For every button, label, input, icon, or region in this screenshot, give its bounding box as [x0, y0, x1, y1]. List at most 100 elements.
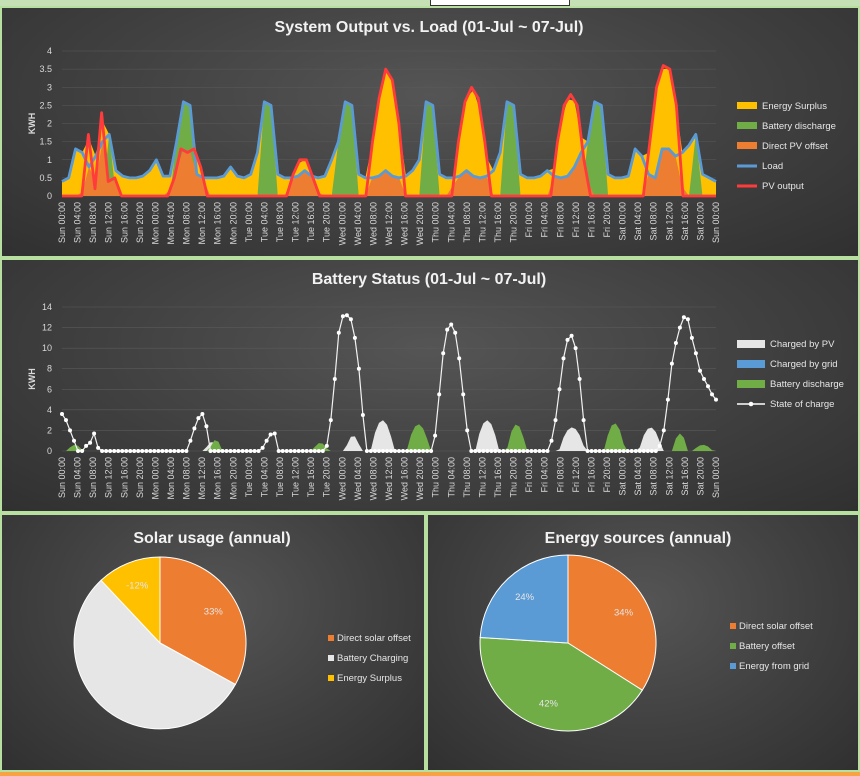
state-of-charge-point	[401, 449, 405, 453]
state-of-charge-point	[421, 449, 426, 453]
state-of-charge-point	[304, 449, 309, 453]
state-of-charge-point	[521, 449, 526, 453]
state-of-charge-point	[469, 449, 474, 453]
legend-label: Battery Charging	[337, 653, 408, 664]
state-of-charge-point	[100, 449, 105, 453]
pie-slice	[73, 579, 237, 730]
legend-swatch	[730, 623, 736, 629]
x-tick-label: Fri 12:00	[571, 202, 581, 238]
state-of-charge-point	[681, 315, 686, 320]
state-of-charge-point	[445, 327, 450, 332]
state-of-charge-point	[541, 449, 546, 453]
state-of-charge-point	[196, 416, 201, 421]
state-of-charge-point	[168, 449, 173, 453]
y-tick-label: 2	[47, 119, 52, 129]
x-tick-label: Tue 04:00	[259, 202, 269, 242]
state-of-charge-point	[641, 449, 646, 453]
legend-label: Battery discharge	[770, 379, 844, 390]
x-tick-label: Thu 08:00	[462, 202, 472, 243]
legend-label: Energy from grid	[739, 661, 809, 672]
state-of-charge-point	[393, 449, 397, 453]
x-tick-label: Fri 04:00	[540, 457, 550, 493]
state-of-charge-point	[593, 449, 598, 453]
state-of-charge-point	[324, 443, 329, 448]
state-of-charge-point	[116, 449, 121, 453]
x-tick-label: Wed 08:00	[368, 202, 378, 245]
state-of-charge-point	[364, 449, 369, 453]
state-of-charge-point	[240, 449, 245, 453]
x-tick-label: Sun 00:00	[57, 457, 67, 498]
x-tick-label: Thu 12:00	[477, 202, 487, 243]
x-tick-label: Thu 16:00	[493, 457, 503, 498]
state-of-charge-point	[244, 449, 249, 453]
x-tick-label: Fri 12:00	[571, 457, 581, 493]
y-tick-label: 0.5	[39, 173, 52, 183]
x-tick-label: Mon 20:00	[228, 457, 238, 500]
x-tick-label: Fri 20:00	[602, 202, 612, 238]
state-of-charge-point	[698, 368, 702, 373]
state-of-charge-point	[585, 449, 590, 453]
state-of-charge-point	[661, 428, 666, 433]
state-of-charge-point	[336, 330, 341, 335]
state-of-charge-point	[248, 449, 253, 453]
x-tick-label: Tue 08:00	[275, 202, 285, 242]
x-tick-label: Thu 00:00	[431, 202, 441, 243]
y-tick-label: 3	[47, 82, 52, 92]
y-tick-label: 10	[42, 343, 52, 353]
x-tick-label: Fri 08:00	[555, 457, 565, 493]
pie-data-label: 24%	[515, 592, 535, 603]
x-tick-label: Thu 20:00	[509, 202, 519, 243]
state-of-charge-point	[360, 413, 365, 417]
state-of-charge-point	[601, 449, 606, 453]
state-of-charge-point	[60, 412, 64, 416]
energy-surplus-area	[62, 68, 716, 196]
state-of-charge-point	[140, 449, 145, 453]
x-tick-label: Thu 00:00	[431, 457, 441, 498]
x-tick-label: Wed 04:00	[353, 457, 363, 500]
x-tick-label: Sun 00:00	[57, 202, 67, 243]
legend-label: Direct solar offset	[337, 633, 411, 644]
state-of-charge-point	[236, 449, 241, 453]
state-of-charge-point	[312, 449, 317, 453]
state-of-charge-point	[348, 317, 353, 322]
x-tick-label: Sat 20:00	[695, 202, 705, 241]
state-of-charge-point	[212, 449, 217, 453]
state-of-charge-point	[260, 445, 265, 450]
x-tick-label: Fri 00:00	[524, 457, 534, 493]
state-of-charge-point	[344, 313, 349, 318]
top-cell[interactable]	[430, 0, 570, 6]
state-of-charge-point	[477, 449, 482, 453]
state-of-charge-point	[120, 449, 125, 453]
x-tick-label: Wed 16:00	[400, 457, 410, 500]
state-of-charge-point	[537, 449, 542, 453]
state-of-charge-point	[252, 449, 257, 453]
state-of-charge-point	[489, 449, 494, 453]
state-of-charge-point	[405, 449, 410, 453]
x-tick-label: Wed 12:00	[384, 457, 394, 500]
y-tick-label: 0	[47, 191, 52, 201]
pie-data-label: -12%	[126, 580, 149, 591]
x-tick-label: Fri 16:00	[586, 457, 596, 493]
legend-label: Charged by PV	[770, 339, 835, 350]
x-tick-label: Tue 12:00	[291, 457, 301, 497]
state-of-charge-point	[296, 449, 301, 453]
legend-label: PV output	[762, 181, 804, 192]
x-tick-label: Wed 20:00	[415, 457, 425, 500]
state-of-charge-point	[268, 432, 273, 437]
state-of-charge-point	[413, 449, 418, 453]
state-of-charge-point	[673, 341, 678, 345]
y-tick-label: 3.5	[39, 64, 52, 74]
legend-swatch	[730, 663, 736, 669]
state-of-charge-point	[714, 397, 718, 402]
state-of-charge-point	[509, 449, 514, 453]
state-of-charge-point	[156, 449, 161, 453]
chart-title: Energy sources (annual)	[545, 530, 732, 547]
pie-slice	[479, 554, 569, 644]
x-tick-label: Mon 20:00	[228, 202, 238, 245]
x-tick-label: Wed 16:00	[400, 202, 410, 245]
x-tick-label: Wed 08:00	[368, 457, 378, 500]
state-of-charge-point	[613, 449, 618, 453]
x-tick-label: Wed 20:00	[415, 202, 425, 245]
legend-swatch	[328, 635, 334, 641]
state-of-charge-point	[525, 449, 530, 453]
